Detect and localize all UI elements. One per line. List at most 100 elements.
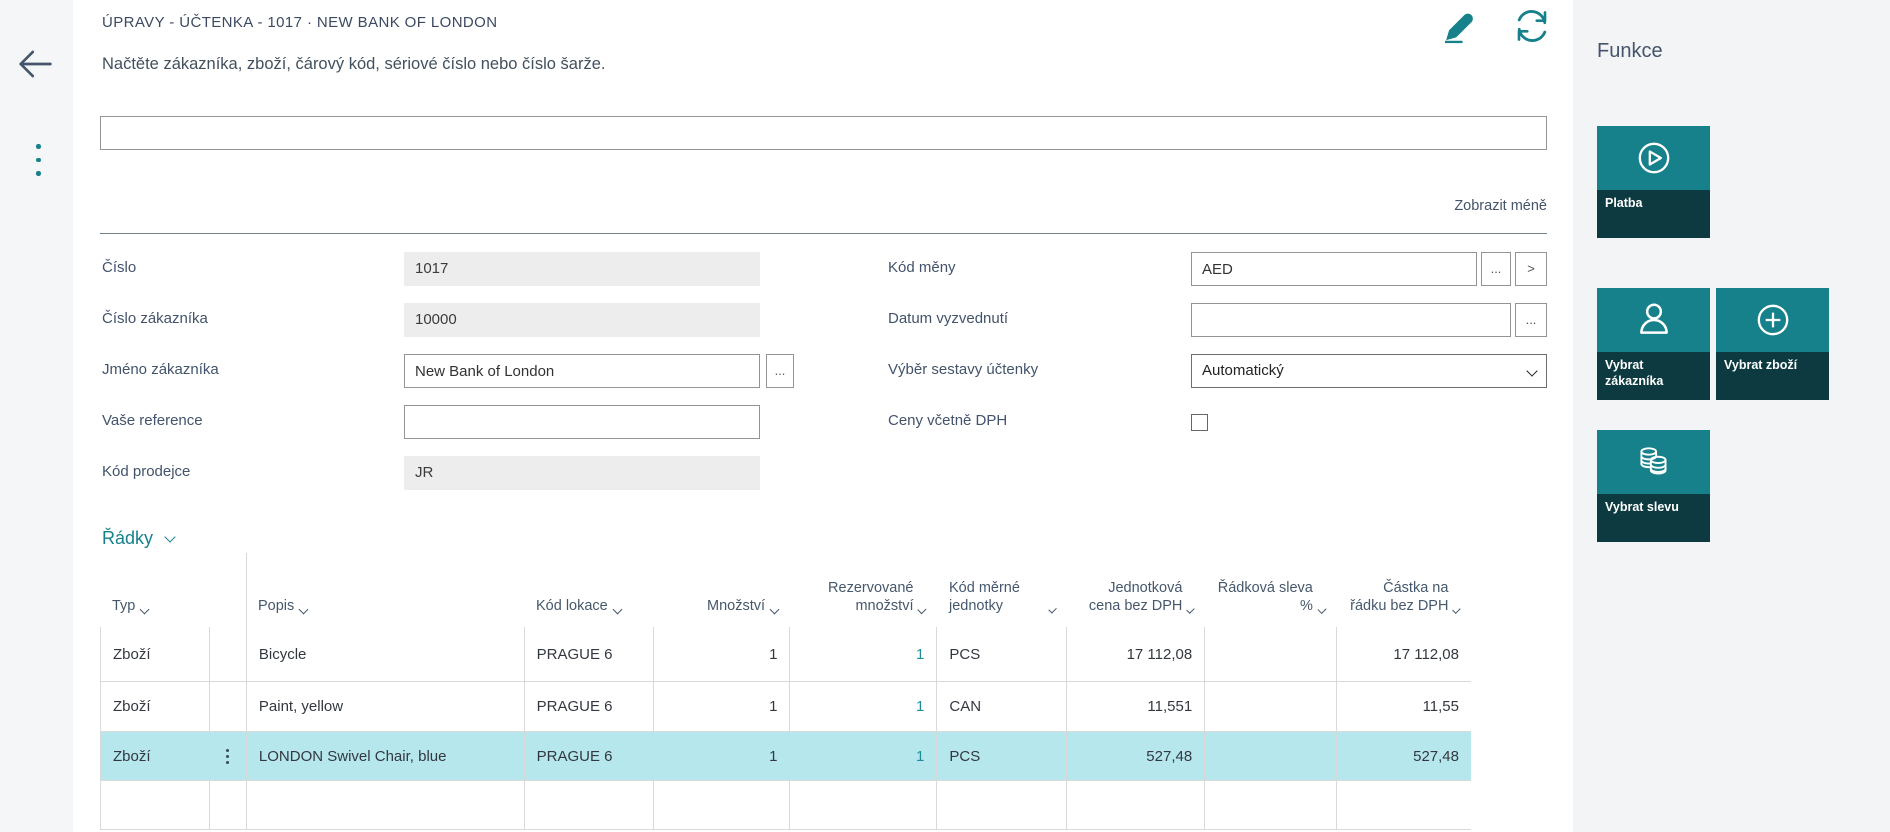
cell-castka[interactable]: 17 112,08 [1393, 645, 1459, 663]
plus-circle-icon [1716, 288, 1829, 352]
field-label-vyber-sestavy: Výběr sestavy účtenky [888, 361, 1039, 378]
table-row-selected: Zboží LONDON Swivel Chair, blue PRAGUE 6… [100, 732, 1471, 781]
back-button[interactable] [13, 42, 57, 86]
field-label-kod-prodejce: Kód prodejce [102, 463, 191, 480]
jmeno-zakaznika-input[interactable] [404, 354, 760, 388]
cell-jednotka[interactable] [937, 781, 1068, 829]
column-header-kod-lokace[interactable]: Kód lokace [524, 553, 653, 627]
datum-vyzvednuti-input[interactable] [1191, 303, 1511, 337]
kod-meny-drilldown-button[interactable]: > [1515, 252, 1547, 286]
cell-sleva[interactable] [1205, 627, 1338, 681]
cell-kod-lokace[interactable] [525, 781, 654, 829]
cell-kod-lokace[interactable]: PRAGUE 6 [525, 732, 654, 780]
rail-more-menu-icon[interactable] [32, 140, 45, 180]
cell-mnozstvi[interactable]: 1 [654, 732, 791, 780]
cell-typ[interactable]: Zboží [101, 627, 210, 681]
column-header-rezervovane-mnozstvi[interactable]: Rezervované množství [790, 553, 937, 627]
cell-sleva[interactable] [1205, 732, 1338, 780]
column-header-jednotkova-cena[interactable]: Jednotková cena bez DPH [1067, 553, 1205, 627]
cell-rezervovane-link[interactable]: 1 [790, 627, 938, 681]
field-label-kod-meny: Kód měny [888, 259, 956, 276]
vyber-sestavy-value: Automatický [1202, 362, 1284, 379]
cell-cena[interactable] [1067, 781, 1206, 829]
jmeno-zakaznika-lookup-button[interactable]: ... [766, 354, 794, 388]
column-header-popis[interactable]: Popis [246, 553, 524, 627]
cell-castka[interactable] [1337, 781, 1471, 829]
scan-input[interactable] [100, 116, 1547, 150]
column-header-castka-na-radku[interactable]: Částka na řádku bez DPH [1337, 553, 1471, 627]
tile-vybrat-zbozi[interactable]: Vybrat zboží [1716, 288, 1829, 400]
chevron-down-icon [1452, 605, 1461, 614]
cislo-zakaznika-field: 10000 [404, 303, 760, 337]
column-header-kod-merne-jednotky[interactable]: Kód měrné jednotky [937, 553, 1067, 627]
cell-sleva[interactable] [1205, 682, 1338, 731]
header-divider [100, 233, 1547, 234]
cell-rezervovane[interactable] [790, 781, 938, 829]
tile-label: Vybrat zákazníka [1597, 352, 1710, 400]
lines-section-toggle[interactable]: Řádky [102, 528, 176, 549]
chevron-down-icon [612, 604, 623, 615]
row-menu[interactable] [210, 682, 247, 731]
cell-mnozstvi[interactable] [654, 781, 791, 829]
chevron-down-icon [1047, 605, 1057, 614]
cell-popis[interactable] [247, 781, 525, 829]
play-icon [1597, 126, 1710, 190]
cislo-field: 1017 [404, 252, 760, 286]
field-label-vase-reference: Vaše reference [102, 412, 203, 429]
left-rail [0, 0, 73, 832]
cell-jednotka[interactable]: PCS [937, 732, 1068, 780]
actions-panel-title: Funkce [1597, 40, 1663, 62]
row-menu[interactable] [210, 627, 247, 681]
cell-kod-lokace[interactable]: PRAGUE 6 [525, 682, 654, 731]
refresh-button[interactable] [1512, 6, 1554, 48]
cell-popis[interactable]: Bicycle [247, 627, 525, 681]
column-header-typ[interactable]: Typ [100, 553, 209, 627]
cell-cena[interactable]: 11,551 [1067, 682, 1206, 731]
chevron-down-icon [298, 604, 309, 615]
vase-reference-field [404, 405, 760, 439]
field-label-jmeno-zakaznika: Jméno zákazníka [102, 361, 219, 378]
vase-reference-input[interactable] [404, 405, 760, 439]
cell-mnozstvi[interactable]: 1 [654, 627, 791, 681]
cell-sleva[interactable] [1205, 781, 1338, 829]
cell-cena[interactable]: 17 112,08 [1067, 627, 1206, 681]
cell-jednotka[interactable]: CAN [937, 682, 1068, 731]
tile-vybrat-slevu[interactable]: Vybrat slevu [1597, 430, 1710, 542]
datum-vyzvednuti-lookup-button[interactable]: ... [1515, 303, 1547, 337]
chevron-down-icon [917, 605, 927, 614]
cell-rezervovane-link[interactable]: 1 [790, 682, 938, 731]
row-menu[interactable] [210, 732, 247, 780]
kod-meny-lookup-button[interactable]: ... [1481, 252, 1511, 286]
chevron-down-icon [1317, 604, 1327, 615]
chevron-down-icon [139, 604, 150, 615]
column-header-radkova-sleva[interactable]: Řádková sleva % [1205, 553, 1337, 627]
edit-button[interactable] [1438, 4, 1480, 46]
coins-icon [1597, 430, 1710, 494]
cell-mnozstvi[interactable]: 1 [654, 682, 791, 731]
jmeno-zakaznika-field [404, 354, 760, 388]
row-menu-icon [226, 748, 230, 764]
cell-typ[interactable]: Zboží [101, 682, 210, 731]
header-column-divider [246, 553, 247, 627]
cell-kod-lokace[interactable]: PRAGUE 6 [525, 627, 654, 681]
cell-castka[interactable]: 527,48 [1413, 747, 1459, 765]
cell-typ[interactable]: Zboží [101, 732, 210, 780]
chevron-down-icon [164, 530, 176, 543]
cell-jednotka[interactable]: PCS [937, 627, 1068, 681]
table-row: Zboží Bicycle PRAGUE 6 1 1 PCS 17 112,08… [100, 627, 1471, 682]
cell-popis[interactable]: Paint, yellow [247, 682, 525, 731]
cell-castka[interactable]: 11,55 [1422, 698, 1459, 715]
cell-popis[interactable]: LONDON Swivel Chair, blue [247, 732, 525, 780]
column-header-mnozstvi[interactable]: Množství [653, 553, 790, 627]
show-less-link[interactable]: Zobrazit méně [1454, 198, 1547, 214]
tile-vybrat-zakaznika[interactable]: Vybrat zákazníka [1597, 288, 1710, 400]
row-menu[interactable] [210, 781, 247, 829]
cell-rezervovane-link[interactable]: 1 [790, 732, 938, 780]
vyber-sestavy-select[interactable]: Automatický [1191, 354, 1547, 388]
tile-platba[interactable]: Platba [1597, 126, 1710, 238]
kod-meny-input[interactable] [1191, 252, 1477, 286]
cell-cena[interactable]: 527,48 [1067, 732, 1206, 780]
cell-typ[interactable] [101, 781, 210, 829]
ceny-vcetne-dph-checkbox[interactable] [1191, 414, 1208, 431]
